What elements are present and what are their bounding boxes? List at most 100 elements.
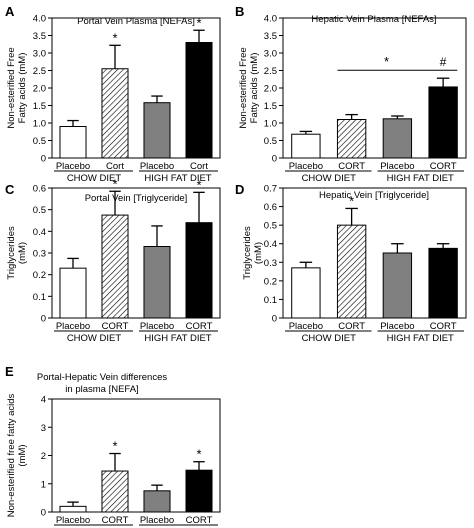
group-label: HIGH FAT DIET	[144, 173, 211, 184]
group-label: HIGH FAT DIET	[387, 173, 454, 184]
y-tick-label: 0.1	[264, 295, 277, 306]
y-axis-label: Non-esterified Free Fatty acids (mM)	[238, 47, 260, 128]
bar	[59, 505, 87, 513]
y-tick-label: 0.6	[264, 202, 277, 213]
y-tick-label: 3.0	[33, 49, 46, 60]
bar	[143, 102, 171, 159]
significance-mark: *	[112, 30, 117, 45]
y-tick-label: 0	[272, 314, 277, 325]
y-axis-label-line: (mM)	[17, 444, 28, 466]
y-axis-label-line: Triglycerides	[6, 226, 17, 280]
y-tick-label: 0.5	[33, 136, 46, 147]
bar	[291, 133, 321, 159]
y-axis-label-line: (mM)	[17, 242, 28, 264]
x-tick-label: Placebo	[140, 161, 174, 172]
bar	[336, 119, 367, 159]
bar	[101, 214, 129, 319]
panel-letter: D	[235, 182, 244, 197]
x-tick-label: CORT	[102, 515, 129, 526]
bar	[59, 126, 87, 159]
x-tick-label: Placebo	[56, 321, 90, 332]
y-tick-label: 0.4	[264, 239, 277, 250]
panel-letter: E	[5, 364, 14, 379]
x-tick-label: Placebo	[289, 161, 323, 172]
group-label: CHOW DIET	[67, 173, 122, 184]
x-tick-label: CORT	[430, 321, 457, 332]
y-axis-label-line: Triglycerides	[242, 226, 253, 280]
bar	[143, 490, 171, 513]
bar	[59, 267, 87, 319]
x-tick-label: CORT	[186, 515, 213, 526]
x-tick-label: CORT	[338, 321, 365, 332]
panel-letter: C	[5, 182, 15, 197]
x-tick-label: Placebo	[380, 161, 414, 172]
y-tick-label: 2	[41, 451, 46, 462]
chart-title: Hepatic Vein Plasma [NEFAs]	[311, 14, 436, 25]
panel-b: B Hepatic Vein Plasma [NEFAs] 0 0.5 1.0 1.5 2.…	[235, 4, 467, 184]
plot-frame	[282, 187, 467, 319]
x-tick-label: CORT	[338, 161, 365, 172]
chart-title: in plasma [NEFA]	[65, 384, 138, 395]
bar	[382, 252, 413, 319]
panel-d: D Hepatic Vein [Triglyceride] 0 0.1 0.2 0.3 0.…	[235, 182, 467, 344]
y-tick-label: 2.5	[33, 66, 46, 77]
y-axis-label: Non-esterified free fatty acids (mM)	[6, 393, 28, 517]
y-axis-label: Triglycerides (mM)	[242, 226, 264, 280]
significance-mark: *	[112, 439, 117, 454]
x-tick-label: Placebo	[289, 321, 323, 332]
chart-title: Hepatic Vein [Triglyceride]	[319, 190, 429, 201]
x-tick-label: CORT	[186, 321, 213, 332]
y-tick-label: 0.5	[264, 221, 277, 232]
y-tick-label: 1	[41, 479, 46, 490]
panel-letter: A	[5, 4, 15, 19]
y-tick-label: 0	[272, 154, 277, 165]
bar	[101, 68, 129, 159]
y-tick-label: 1.5	[264, 101, 277, 112]
y-tick-label: 0.2	[33, 270, 46, 281]
y-tick-label: 0	[41, 154, 46, 165]
panel-c: C Portal Vein [Triglyceride] 0 0.1 0.2 0.3 0.4…	[5, 176, 221, 344]
bar	[185, 42, 213, 159]
group-label: CHOW DIET	[302, 333, 357, 344]
x-tick-label: Placebo	[56, 161, 90, 172]
y-tick-label: 4.0	[264, 14, 277, 25]
x-tick-label: CORT	[102, 321, 129, 332]
y-tick-label: 4.0	[33, 14, 46, 25]
y-axis-label-line: Fatty acids (mM)	[249, 53, 260, 124]
bar	[185, 222, 213, 319]
y-tick-label: 2.5	[264, 66, 277, 77]
y-tick-label: 0.1	[33, 292, 46, 303]
group-label: CHOW DIET	[67, 333, 122, 344]
y-tick-label: 0.5	[264, 136, 277, 147]
bar	[143, 246, 171, 319]
x-tick-label: Placebo	[380, 321, 414, 332]
y-tick-label: 0	[41, 314, 46, 325]
y-tick-label: 0.5	[33, 205, 46, 216]
bar	[428, 86, 458, 159]
significance-mark: *	[384, 54, 389, 69]
significance-mark: *	[349, 193, 354, 208]
y-tick-label: 0.3	[264, 258, 277, 269]
y-axis-label-line: (mM)	[253, 242, 264, 264]
y-axis-label-line: Non-esterified free fatty acids	[6, 393, 17, 517]
x-tick-label: Cort	[190, 161, 208, 172]
group-label: CHOW DIET	[302, 173, 357, 184]
y-tick-label: 1.0	[33, 119, 46, 130]
significance-mark: *	[196, 447, 201, 462]
y-tick-label: 0.3	[33, 249, 46, 260]
bar	[382, 118, 413, 159]
y-axis-label: Triglycerides (mM)	[6, 226, 28, 280]
x-tick-label: CORT	[430, 161, 457, 172]
significance-mark: *	[196, 15, 201, 30]
y-tick-label: 3.5	[33, 31, 46, 42]
significance-mark: *	[196, 177, 201, 192]
y-tick-label: 0.2	[264, 276, 277, 287]
y-tick-label: 1.0	[264, 119, 277, 130]
y-tick-label: 0.6	[33, 184, 46, 195]
chart-title: Portal Vein [Triglyceride]	[85, 193, 188, 204]
y-axis-label-line: Non-esterified Free	[6, 47, 17, 128]
y-axis-label-line: Non-esterified Free	[238, 47, 249, 128]
chart-title: Portal-Hepatic Vein differences	[37, 372, 168, 383]
significance-mark: *	[112, 176, 117, 191]
